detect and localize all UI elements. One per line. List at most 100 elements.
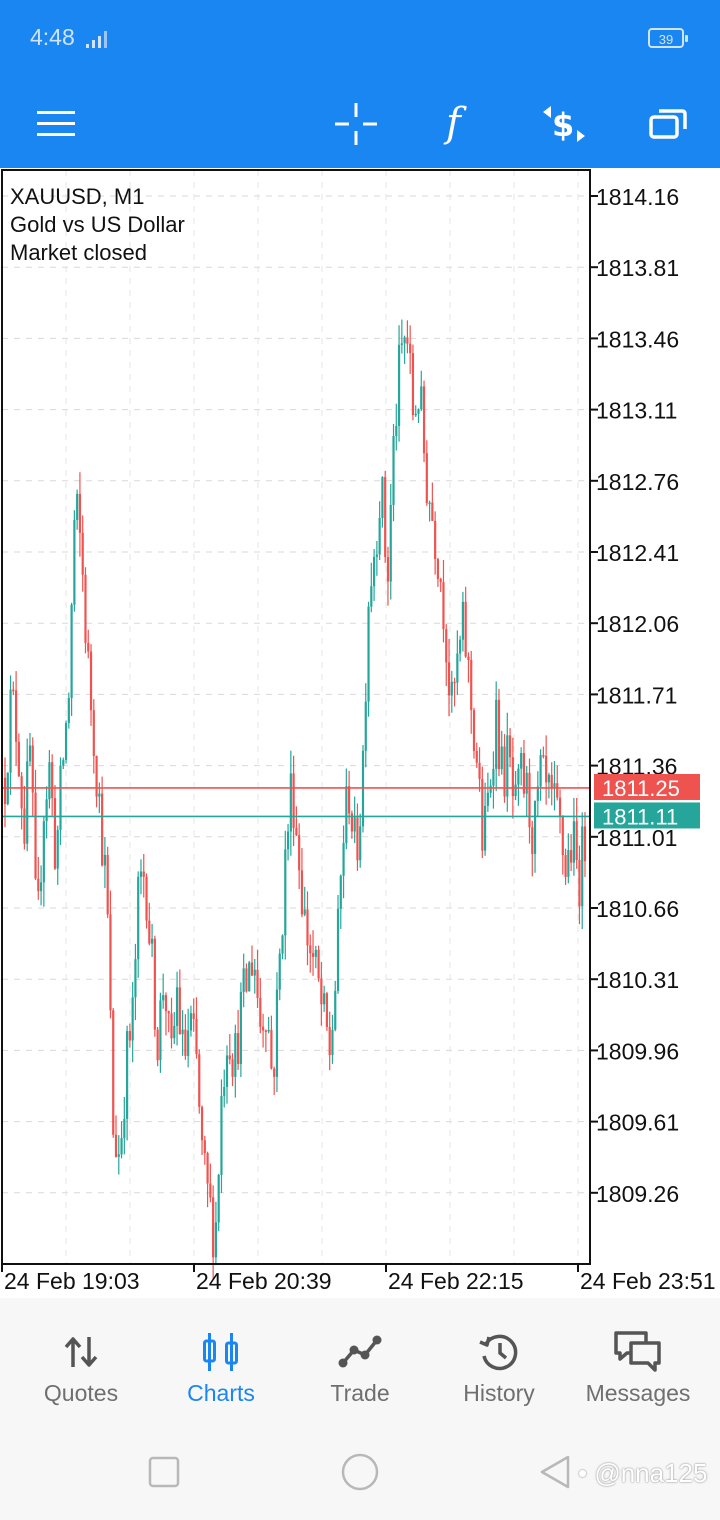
- charts-candles-icon: [203, 1333, 238, 1371]
- candle-body: [267, 1029, 270, 1032]
- candle-body: [26, 761, 29, 844]
- candle-body: [114, 1134, 118, 1157]
- candle-body: [78, 493, 82, 533]
- candle-body: [12, 689, 15, 692]
- market-status: Market closed: [10, 240, 147, 265]
- candle-body: [336, 908, 340, 991]
- candle-body: [314, 949, 317, 957]
- candle-body: [223, 1087, 226, 1097]
- candle-body: [62, 759, 65, 766]
- candle-body: [558, 797, 562, 817]
- candle-body: [464, 601, 467, 657]
- nav-history[interactable]: History: [429, 1298, 569, 1428]
- candle-body: [120, 1138, 123, 1155]
- candle-body: [550, 774, 553, 788]
- candle-body: [48, 762, 51, 800]
- candle-body: [242, 968, 245, 992]
- price-tick-label: 1812.41: [596, 540, 679, 566]
- quotes-arrows-icon: [64, 1337, 98, 1367]
- candle-body: [84, 574, 87, 643]
- candle-body: [3, 777, 7, 805]
- candle-body: [178, 987, 181, 1035]
- nav-charts[interactable]: Charts: [151, 1298, 291, 1428]
- candle-body: [245, 968, 248, 992]
- candle-body: [495, 699, 498, 769]
- candle-body: [345, 786, 348, 844]
- candle-body: [533, 800, 537, 854]
- candle-body: [514, 784, 517, 797]
- nav-messages[interactable]: Messages: [568, 1298, 708, 1428]
- candle-body: [309, 945, 312, 954]
- price-tick-label: 1813.11: [596, 398, 677, 424]
- candle-body: [583, 826, 587, 862]
- candle-body: [9, 689, 12, 773]
- candle-body: [39, 882, 43, 892]
- candle-body: [81, 532, 84, 575]
- candle-body: [472, 710, 476, 752]
- candle-body: [95, 755, 98, 797]
- watermark-text: • @nna125: [578, 1458, 708, 1488]
- candle-body: [403, 337, 406, 344]
- candle-body: [323, 993, 326, 1005]
- candle-body: [522, 753, 526, 794]
- menu-button[interactable]: [20, 80, 92, 168]
- nav-charts-label: Charts: [187, 1380, 255, 1406]
- back-triangle-icon[interactable]: [538, 1454, 572, 1490]
- candle-body: [575, 821, 578, 861]
- chart-canvas[interactable]: 1814.16 1813.81 1813.46 1813.11 1812.76 1812.…: [0, 168, 720, 1298]
- crosshair-button[interactable]: [320, 80, 392, 168]
- ask-price-tag: [594, 773, 700, 800]
- home-circle-icon[interactable]: [340, 1452, 380, 1492]
- candle-body: [420, 386, 423, 410]
- candle-body: [353, 817, 356, 832]
- candle-body: [37, 878, 40, 892]
- history-clock-icon: [479, 1334, 518, 1371]
- candle-body: [447, 662, 451, 696]
- chart-info: XAUUSD, M1 Gold vs US Dollar Market clos…: [10, 184, 185, 265]
- candle-body: [31, 745, 34, 793]
- price-tick-label: 1810.31: [596, 967, 679, 993]
- candle-body: [500, 746, 503, 770]
- candle-body: [350, 813, 353, 832]
- candle-body: [339, 875, 342, 909]
- price-tick-label: 1812.06: [596, 611, 679, 637]
- candle-body: [381, 477, 384, 518]
- candle-body: [520, 753, 523, 769]
- ask-price-label: 1811.25: [602, 776, 680, 801]
- candle-body: [101, 793, 104, 866]
- candle-body: [59, 765, 62, 830]
- candle-body: [239, 991, 242, 1064]
- candle-body: [389, 504, 392, 582]
- candle-body: [148, 920, 151, 944]
- candle-body: [461, 601, 464, 640]
- candle-body: [184, 1029, 187, 1056]
- candle-body: [286, 831, 290, 850]
- chart-description: Gold vs US Dollar: [10, 212, 185, 237]
- trade-button[interactable]: $: [528, 80, 600, 168]
- status-time: 4:48: [30, 24, 75, 50]
- nav-trade[interactable]: Trade: [290, 1298, 430, 1428]
- candle-body: [414, 413, 417, 416]
- candle-body: [506, 735, 509, 797]
- candle-body: [400, 343, 403, 345]
- windows-button[interactable]: [632, 80, 704, 168]
- candle-body: [328, 1027, 331, 1056]
- candle-body: [395, 425, 398, 436]
- svg-text:f: f: [443, 102, 467, 146]
- candle-body: [92, 710, 95, 756]
- indicators-button[interactable]: f: [422, 80, 494, 168]
- nav-quotes[interactable]: Quotes: [11, 1298, 151, 1428]
- candle-body: [428, 502, 431, 505]
- candle-body: [170, 1013, 173, 1039]
- indicator-icon: f: [443, 102, 467, 146]
- candle-body: [253, 969, 256, 976]
- bottom-navigation: Quotes Charts Trade: [0, 1298, 720, 1428]
- candle-body: [578, 860, 581, 907]
- candle-body: [164, 995, 168, 1012]
- candle-body: [167, 1011, 170, 1014]
- candle-body: [422, 386, 426, 454]
- time-axis: 24 Feb 19:03 24 Feb 20:39 24 Feb 22:15 24 F…: [1, 1264, 716, 1294]
- candle-body: [475, 751, 478, 763]
- recents-square-icon[interactable]: [148, 1456, 180, 1488]
- price-chart[interactable]: 1814.16 1813.81 1813.46 1813.11 1812.76 1812.…: [0, 168, 720, 1298]
